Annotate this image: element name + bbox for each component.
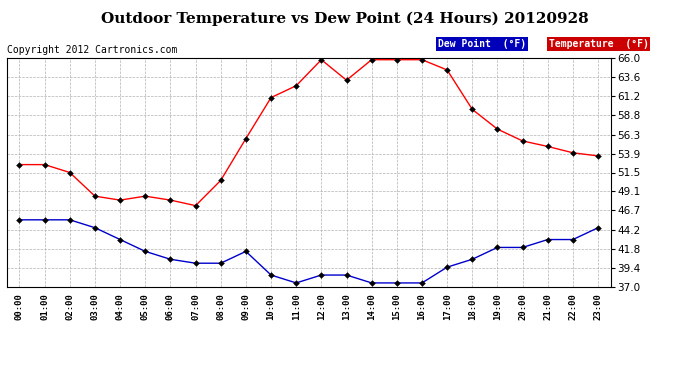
Text: Copyright 2012 Cartronics.com: Copyright 2012 Cartronics.com	[7, 45, 177, 55]
Text: Temperature  (°F): Temperature (°F)	[549, 39, 649, 50]
Text: Outdoor Temperature vs Dew Point (24 Hours) 20120928: Outdoor Temperature vs Dew Point (24 Hou…	[101, 11, 589, 26]
Text: Dew Point  (°F): Dew Point (°F)	[438, 39, 526, 50]
